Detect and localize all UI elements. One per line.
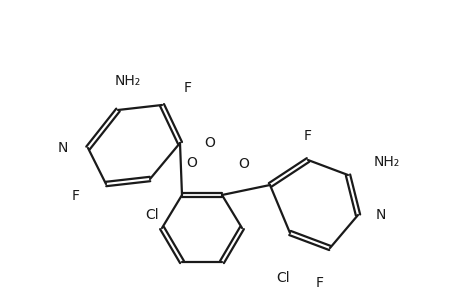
Text: N: N [375, 208, 386, 222]
Text: F: F [303, 129, 311, 143]
Text: N: N [57, 141, 68, 155]
Text: O: O [238, 157, 248, 171]
Text: NH₂: NH₂ [115, 74, 141, 88]
Text: NH₂: NH₂ [373, 155, 399, 169]
Text: O: O [203, 136, 214, 150]
Text: Cl: Cl [276, 271, 289, 285]
Text: O: O [185, 156, 196, 170]
Text: F: F [184, 81, 191, 95]
Text: F: F [72, 189, 80, 203]
Text: Cl: Cl [145, 208, 158, 222]
Text: F: F [315, 276, 323, 290]
